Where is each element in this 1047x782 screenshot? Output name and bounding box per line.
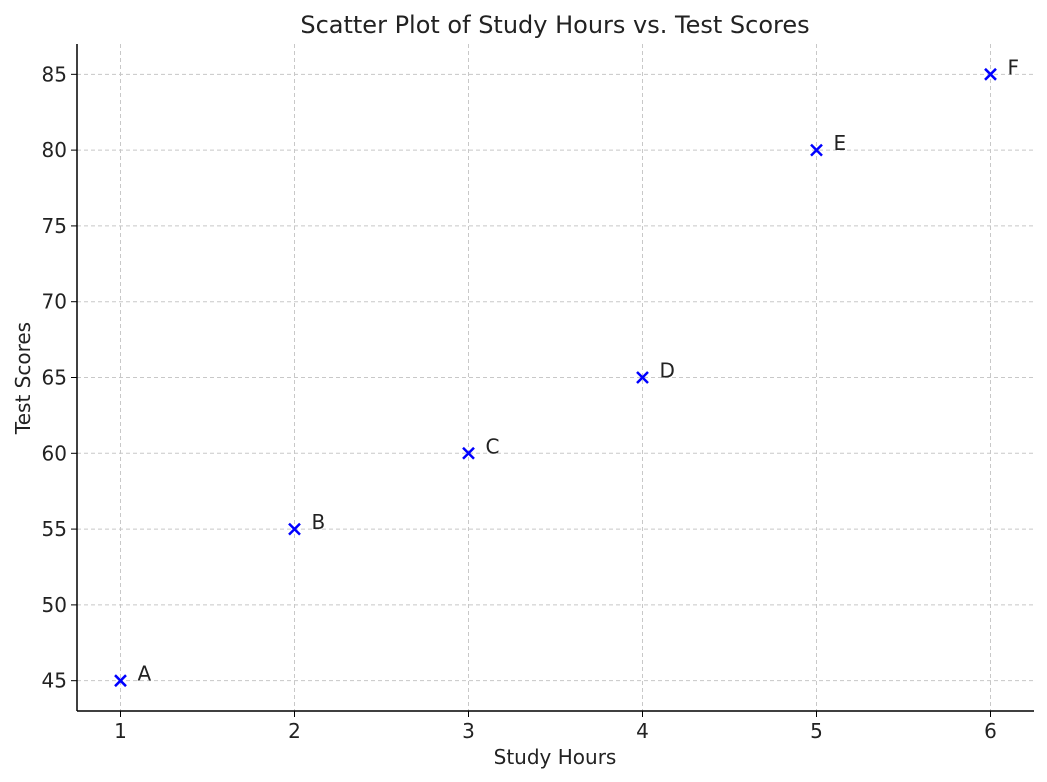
x-tick-label: 5 [810, 719, 823, 743]
y-axis-label: Test Scores [11, 322, 35, 435]
point-label: F [1008, 55, 1020, 79]
x-tick-label: 6 [984, 719, 997, 743]
x-marker [288, 522, 301, 536]
y-tick-label: 55 [42, 517, 67, 541]
data-point-b: B [288, 510, 326, 536]
x-marker [984, 67, 997, 81]
x-axis-label: Study Hours [494, 745, 617, 769]
x-marker [810, 143, 823, 157]
point-label: C [486, 434, 500, 458]
data-point-d: D [636, 359, 675, 384]
y-tick-label: 85 [42, 62, 67, 86]
x-tick-label: 3 [462, 719, 475, 743]
data-point-e: E [810, 131, 847, 157]
point-label: B [312, 510, 326, 534]
y-tick-label: 50 [42, 593, 67, 617]
grid [77, 44, 1034, 711]
y-tick-label: 80 [42, 138, 67, 162]
data-point-f: F [984, 55, 1020, 81]
x-marker [636, 371, 649, 384]
point-label: A [138, 662, 152, 686]
x-tick-label: 1 [114, 719, 127, 743]
x-tick-label: 2 [288, 719, 301, 743]
y-tick-label: 65 [42, 366, 67, 390]
x-marker [462, 446, 475, 460]
chart-title: Scatter Plot of Study Hours vs. Test Sco… [300, 11, 809, 39]
y-tick-label: 70 [42, 290, 67, 314]
points: A B C D E F [114, 55, 1020, 688]
x-marker [114, 674, 127, 688]
point-label: D [660, 359, 675, 383]
y-tick-label: 60 [42, 441, 67, 465]
data-point-a: A [114, 662, 152, 688]
y-tick-label: 45 [42, 669, 67, 693]
data-point-c: C [462, 434, 500, 460]
point-label: E [834, 131, 847, 155]
y-tick-label: 75 [42, 214, 67, 238]
x-tick-label: 4 [636, 719, 649, 743]
